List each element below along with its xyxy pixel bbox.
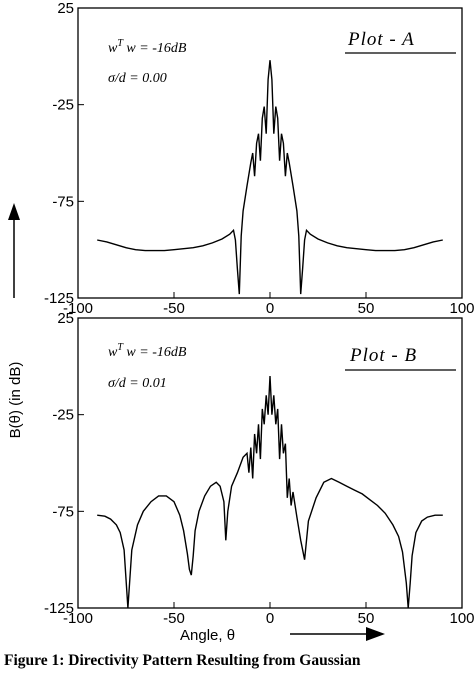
plot-b-pattern-line xyxy=(97,375,443,609)
plot-a-y-tick-label: -25 xyxy=(52,97,74,114)
plot-b-y-tick-label: -75 xyxy=(52,503,74,520)
plot-b-x-tick-label: 100 xyxy=(449,610,474,627)
x-axis-title-group: Angle, θ xyxy=(180,627,385,644)
y-axis-arrow-head xyxy=(8,203,20,220)
x-axis-arrow-head xyxy=(366,627,385,641)
plot-b-ticks: -100 -50 0 50 100 25 -25 -75 -125 xyxy=(44,310,474,627)
plot-b-annotation-weights: wT w = -16dB xyxy=(108,342,187,360)
plot-a-x-tick-label: 0 xyxy=(266,300,274,317)
plot-a-annotation-weights: wT w = -16dB xyxy=(108,38,187,56)
plot-a-pattern-line xyxy=(97,60,443,295)
plot-b-y-tick-label: -25 xyxy=(52,407,74,424)
plot-a-y-tick-label: 25 xyxy=(57,0,74,17)
plot-b-x-tick-label: -50 xyxy=(163,610,185,627)
y-axis-title-group: B(θ) (in dB) xyxy=(7,203,24,438)
plot-b-annotation-sigma: σ/d = 0.01 xyxy=(108,376,167,391)
plot-b-y-tick-label: 25 xyxy=(57,310,74,327)
plot-b-x-tick-label: -100 xyxy=(63,610,93,627)
plot-a-x-tick-label: -50 xyxy=(163,300,185,317)
y-axis-title: B(θ) (in dB) xyxy=(7,362,24,439)
plot-a-label: Plot - A xyxy=(347,29,415,50)
plot-b-label: Plot - B xyxy=(349,345,417,366)
plot-a-x-tick-label: 100 xyxy=(449,300,474,317)
plot-a-ticks: -100 -50 0 50 100 25 -25 -75 -125 xyxy=(44,0,474,317)
plot-a-panel: -100 -50 0 50 100 25 -25 -75 -125 Plot - A wT w … xyxy=(44,0,474,317)
plot-a-y-tick-label: -125 xyxy=(44,290,74,307)
plot-a-y-tick-label: -75 xyxy=(52,193,74,210)
plot-a-x-tick-label: -100 xyxy=(63,300,93,317)
x-axis-title: Angle, θ xyxy=(180,627,235,644)
plot-b-y-tick-label: -125 xyxy=(44,600,74,617)
plot-b-x-tick-label: 0 xyxy=(266,610,274,627)
figure-caption: Figure 1: Directivity Pattern Resulting … xyxy=(4,652,361,669)
plot-a-x-tick-label: 50 xyxy=(358,300,375,317)
plot-a-annotation-sigma: σ/d = 0.00 xyxy=(108,71,167,86)
plot-b-x-tick-label: 50 xyxy=(358,610,375,627)
plot-b-panel: -100 -50 0 50 100 25 -25 -75 -125 Plot - B wT w … xyxy=(44,310,474,627)
